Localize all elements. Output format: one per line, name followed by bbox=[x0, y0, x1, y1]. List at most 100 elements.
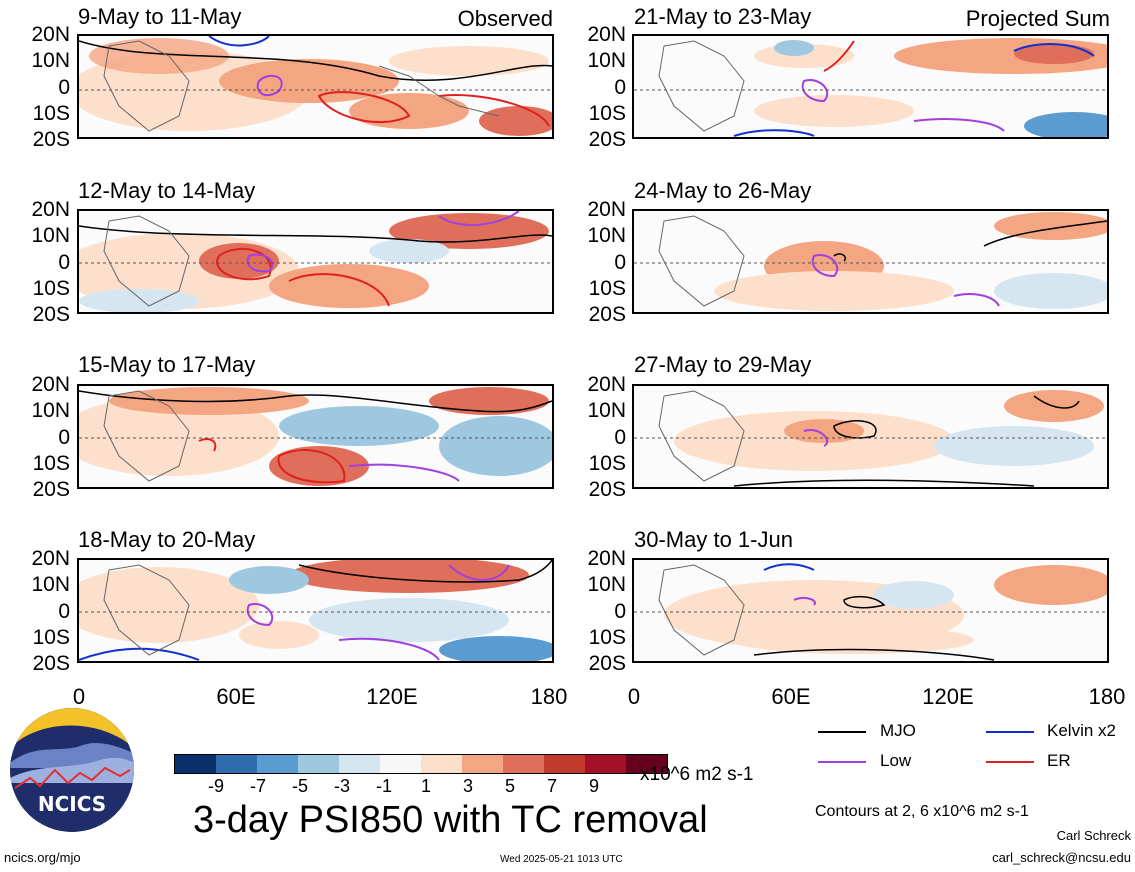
lat-label: 20S bbox=[32, 303, 70, 326]
lon-label-right-60: 60E bbox=[771, 684, 811, 709]
site-link[interactable]: ncics.org/mjo bbox=[4, 850, 81, 865]
legend-mjo-label: MJO bbox=[880, 721, 916, 740]
lat-label: 20N bbox=[587, 373, 626, 396]
colorbar-swatch bbox=[585, 755, 626, 773]
lat-label: 10S bbox=[32, 101, 70, 125]
lat-label: 10S bbox=[588, 101, 626, 125]
lon-label-left-0: 0 bbox=[72, 684, 86, 709]
map-panel-left-1 bbox=[77, 34, 554, 139]
legend-kelvin-label: Kelvin x2 bbox=[1047, 721, 1116, 740]
panel-tag-projected: Projected Sum bbox=[965, 6, 1110, 31]
timestamp: Wed 2025-05-21 1013 UTC bbox=[500, 854, 623, 865]
legend-low-label: Low bbox=[880, 751, 912, 770]
colorbar-swatch bbox=[421, 755, 462, 773]
map-panel-right-1 bbox=[632, 34, 1109, 139]
lat-label: 10N bbox=[31, 224, 70, 248]
panel-title-right-3: 27-May to 29-May bbox=[634, 352, 812, 377]
colorbar-tick-label: 9 bbox=[588, 776, 600, 796]
map-panel-right-2 bbox=[632, 209, 1109, 314]
colorbar-tick-label: 1 bbox=[420, 776, 432, 796]
lon-label-right-0: 0 bbox=[627, 684, 641, 709]
lat-label: 0 bbox=[58, 250, 70, 274]
lat-label: 10N bbox=[587, 399, 626, 423]
colorbar-swatch bbox=[626, 755, 667, 773]
colorbar-swatch bbox=[175, 755, 216, 773]
lon-label-right-180: 180 bbox=[1088, 684, 1126, 709]
lat-label: 0 bbox=[58, 599, 70, 623]
colorbar-swatch bbox=[462, 755, 503, 773]
lat-label: 20S bbox=[588, 128, 626, 151]
colorbar-swatch bbox=[257, 755, 298, 773]
lat-label: 10S bbox=[588, 451, 626, 475]
lat-label: 0 bbox=[614, 599, 626, 623]
panel-title-right-1: 21-May to 23-May bbox=[634, 4, 812, 29]
map-panel-right-3 bbox=[632, 384, 1109, 489]
lat-label: 0 bbox=[614, 250, 626, 274]
lon-label-left-180: 180 bbox=[530, 684, 568, 709]
lat-label: 20S bbox=[32, 652, 70, 675]
author-name: Carl Schreck bbox=[1056, 828, 1131, 843]
legend-mjo-line bbox=[818, 731, 866, 733]
colorbar-tick-label: 5 bbox=[504, 776, 516, 796]
panel-title-left-3: 15-May to 17-May bbox=[78, 352, 256, 377]
lat-label: 20S bbox=[32, 478, 70, 501]
colorbar-swatch bbox=[339, 755, 380, 773]
lat-label: 10N bbox=[31, 573, 70, 597]
colorbar-tick-label: -9 bbox=[207, 776, 225, 796]
colorbar-tick-label: 3 bbox=[462, 776, 474, 796]
lat-label: 0 bbox=[58, 75, 70, 99]
lat-label: 20N bbox=[31, 373, 70, 396]
lat-label: 20S bbox=[588, 478, 626, 501]
lat-label: 10S bbox=[32, 276, 70, 300]
ncics-logo: NCICS bbox=[10, 708, 134, 832]
map-panel-left-3 bbox=[77, 384, 554, 489]
panel-title-right-2: 24-May to 26-May bbox=[634, 178, 812, 203]
lat-label: 0 bbox=[58, 425, 70, 449]
panel-title-left-4: 18-May to 20-May bbox=[78, 527, 256, 552]
lat-label: 20N bbox=[587, 198, 626, 221]
map-panel-left-4 bbox=[77, 558, 554, 663]
lat-label: 20N bbox=[31, 198, 70, 221]
main-title: 3-day PSI850 with TC removal bbox=[193, 799, 708, 841]
lat-label: 20N bbox=[587, 547, 626, 570]
colorbar-units: x10^6 m2 s-1 bbox=[640, 764, 754, 785]
colorbar-swatch bbox=[544, 755, 585, 773]
lat-label: 10N bbox=[587, 224, 626, 248]
colorbar-swatch bbox=[380, 755, 421, 773]
lat-label: 20N bbox=[587, 23, 626, 46]
ncics-logo-text: NCICS bbox=[37, 792, 107, 816]
colorbar-swatch bbox=[503, 755, 544, 773]
lat-label: 10S bbox=[32, 625, 70, 649]
colorbar-swatch bbox=[298, 755, 339, 773]
lon-label-right-120: 120E bbox=[922, 684, 974, 709]
panel-tag-observed: Observed bbox=[457, 6, 553, 31]
colorbar-tick-label: 7 bbox=[546, 776, 558, 796]
legend-low-line bbox=[818, 761, 866, 763]
panel-title-right-4: 30-May to 1-Jun bbox=[634, 527, 793, 552]
legend-er-line bbox=[986, 761, 1034, 763]
lat-label: 10N bbox=[31, 49, 70, 73]
lat-label: 20N bbox=[31, 547, 70, 570]
lat-label: 10N bbox=[587, 573, 626, 597]
panel-title-left-2: 12-May to 14-May bbox=[78, 178, 256, 203]
lat-label: 10N bbox=[31, 399, 70, 423]
colorbar bbox=[174, 754, 668, 774]
lat-label: 20N bbox=[31, 23, 70, 46]
author-email: carl_schreck@ncsu.edu bbox=[992, 850, 1131, 865]
map-panel-left-2 bbox=[77, 209, 554, 314]
map-panel-right-4 bbox=[632, 558, 1109, 663]
contours-note: Contours at 2, 6 x10^6 m2 s-1 bbox=[815, 803, 1029, 820]
colorbar-tick-label: -1 bbox=[375, 776, 393, 796]
legend-er-label: ER bbox=[1047, 751, 1071, 770]
colorbar-swatch bbox=[216, 755, 257, 773]
colorbar-tick-label: -5 bbox=[291, 776, 309, 796]
lat-label: 0 bbox=[614, 75, 626, 99]
legend-kelvin-line bbox=[986, 731, 1034, 733]
lon-label-left-120: 120E bbox=[366, 684, 418, 709]
lat-label: 20S bbox=[588, 652, 626, 675]
lat-label: 20S bbox=[588, 303, 626, 326]
lat-label: 20S bbox=[32, 128, 70, 151]
colorbar-tick-label: -7 bbox=[249, 776, 267, 796]
lat-label: 10N bbox=[587, 49, 626, 73]
lat-label: 10S bbox=[32, 451, 70, 475]
